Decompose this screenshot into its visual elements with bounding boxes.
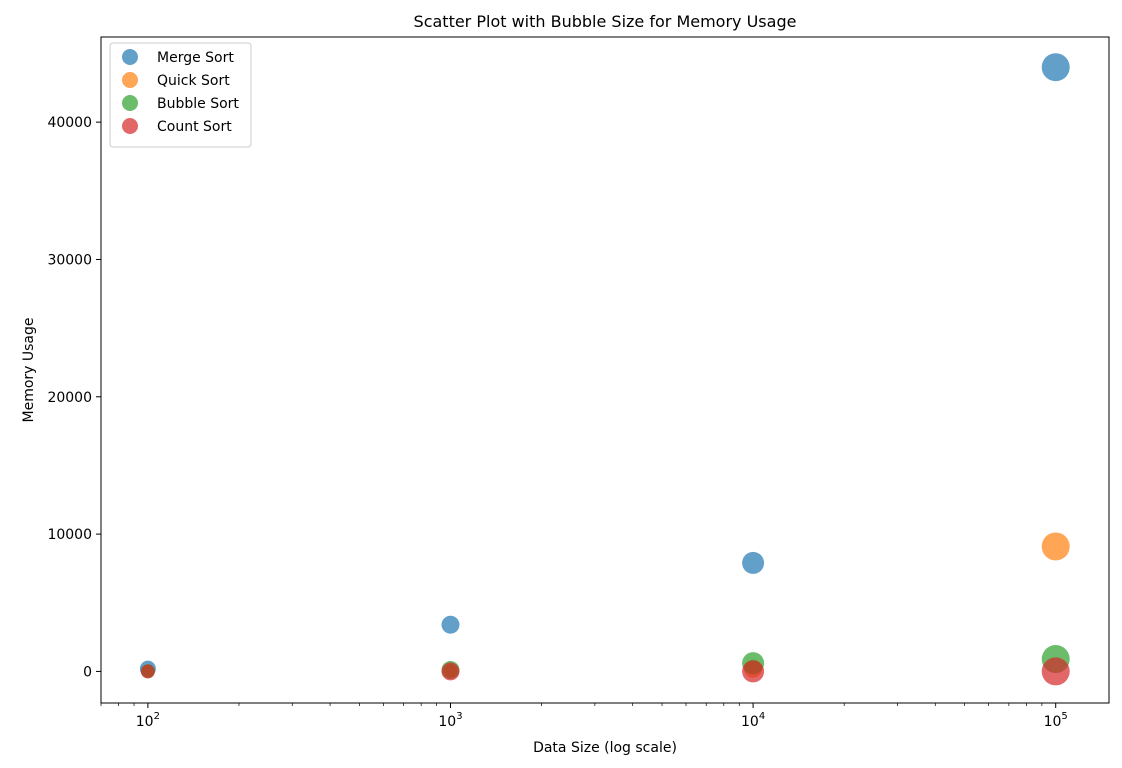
data-point-merge-sort-1 — [441, 615, 460, 634]
x-tick-label-3: 105 — [1044, 711, 1068, 730]
y-tick-label-0: 0 — [83, 664, 92, 680]
data-points-layer — [139, 53, 1070, 686]
legend: Merge Sort Quick Sort Bubble Sort Count Sor… — [109, 42, 252, 148]
legend-marker-bubble-sort — [122, 95, 138, 111]
legend-label-quick-sort: Quick Sort — [157, 73, 230, 89]
chart-title: Scatter Plot with Bubble Size for Memory… — [414, 12, 797, 31]
data-point-count-sort-1 — [441, 662, 460, 681]
data-point-count-sort-3 — [1041, 657, 1070, 686]
x-axis-ticks: 102 103 104 105 — [100, 703, 1068, 730]
data-point-merge-sort-3 — [1041, 53, 1070, 82]
x-tick-label-1: 103 — [438, 711, 462, 730]
y-axis-ticks: 0 10000 20000 30000 40000 — [47, 115, 101, 680]
x-axis-label: Data Size (log scale) — [533, 740, 677, 756]
data-point-count-sort-0 — [140, 664, 155, 679]
data-point-count-sort-2 — [742, 660, 765, 683]
legend-frame — [109, 42, 252, 148]
legend-marker-quick-sort — [122, 72, 138, 88]
x-tick-label-0: 102 — [136, 711, 160, 730]
y-tick-label-1: 10000 — [47, 527, 92, 543]
legend-marker-count-sort — [122, 118, 138, 134]
legend-label-bubble-sort: Bubble Sort — [157, 96, 239, 112]
plot-area-frame — [100, 36, 1110, 704]
legend-marker-merge-sort — [122, 49, 138, 65]
y-axis-label: Memory Usage — [21, 317, 37, 422]
y-tick-label-2: 20000 — [47, 390, 92, 406]
legend-label-merge-sort: Merge Sort — [157, 50, 234, 66]
legend-label-count-sort: Count Sort — [157, 119, 232, 135]
data-point-merge-sort-2 — [742, 551, 765, 574]
y-tick-label-3: 30000 — [47, 252, 92, 268]
data-point-quick-sort-3 — [1041, 532, 1070, 561]
x-tick-label-2: 104 — [741, 711, 765, 730]
y-tick-label-4: 40000 — [47, 115, 92, 131]
